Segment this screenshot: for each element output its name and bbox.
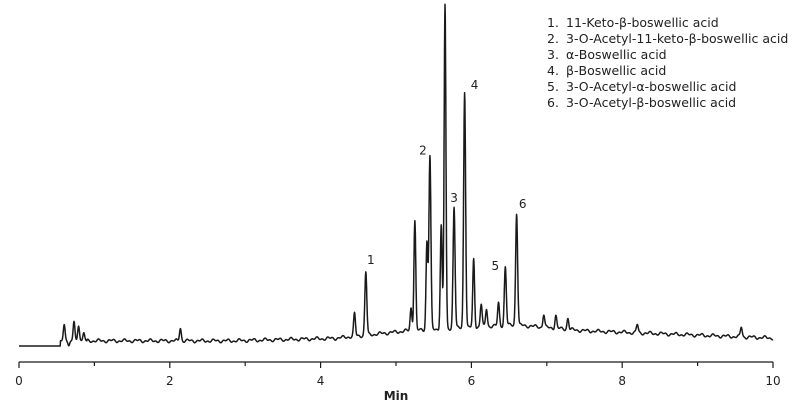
legend-item-number: 6. — [547, 95, 559, 110]
x-tick-label: 10 — [765, 374, 780, 388]
legend: 1. 11-Keto-β-boswellic acid 2. 3-O-Acetyl-1… — [547, 15, 788, 110]
chromatogram-trace — [18, 3, 774, 347]
peak-label: 2 — [419, 143, 427, 157]
legend-item-number: 5. — [547, 79, 559, 94]
legend-item-number: 4. — [547, 63, 559, 78]
peak-label: 6 — [519, 197, 527, 211]
peak-label: 5 — [492, 259, 500, 273]
x-axis-title: Min — [384, 389, 409, 403]
x-axis-ticks: 0 2 4 6 8 10 — [15, 362, 781, 388]
legend-item-name: 3-O-Acetyl-β-boswellic acid — [566, 95, 736, 110]
peak-label: 1 — [367, 253, 375, 267]
x-tick-label: 0 — [15, 374, 23, 388]
legend-item-name: 11-Keto-β-boswellic acid — [566, 15, 719, 30]
peak-label: 4 — [471, 78, 479, 92]
x-tick-label: 6 — [468, 374, 476, 388]
legend-item-number: 2. — [547, 31, 559, 46]
x-tick-label: 4 — [317, 374, 325, 388]
peak-label: 3 — [450, 191, 458, 205]
x-tick-label: 2 — [166, 374, 174, 388]
legend-item-number: 1. — [547, 15, 559, 30]
legend-item-name: 3-O-Acetyl-11-keto-β-boswellic acid — [566, 31, 788, 46]
peak-labels: 1 2 3 4 5 6 — [367, 78, 526, 273]
legend-item-name: β-Boswellic acid — [566, 63, 666, 78]
legend-item-name: 3-O-Acetyl-α-boswellic acid — [566, 79, 736, 94]
x-tick-label: 8 — [618, 374, 626, 388]
legend-item-name: α-Boswellic acid — [566, 47, 667, 62]
legend-item-number: 3. — [547, 47, 559, 62]
